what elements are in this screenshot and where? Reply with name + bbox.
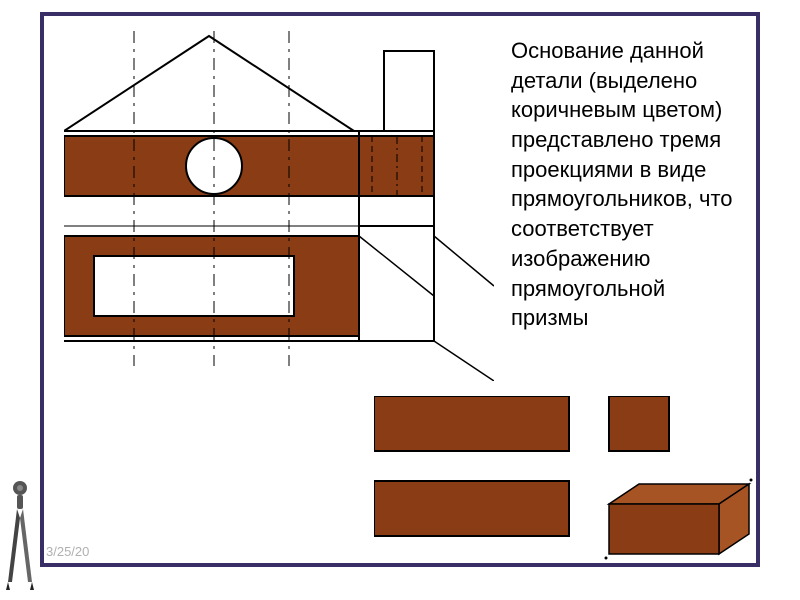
- description-text: Основание данной детали (выделено коричн…: [511, 36, 746, 333]
- compass-icon: [0, 470, 40, 590]
- bottom-shapes-group: [374, 396, 754, 566]
- orthographic-drawing: [64, 31, 494, 381]
- slide-frame: Основание данной детали (выделено коричн…: [40, 12, 760, 567]
- compass-svg: [0, 470, 40, 590]
- drawing-svg: [64, 31, 494, 381]
- date-label: 3/25/20: [46, 544, 89, 559]
- bottom-svg: [374, 396, 754, 566]
